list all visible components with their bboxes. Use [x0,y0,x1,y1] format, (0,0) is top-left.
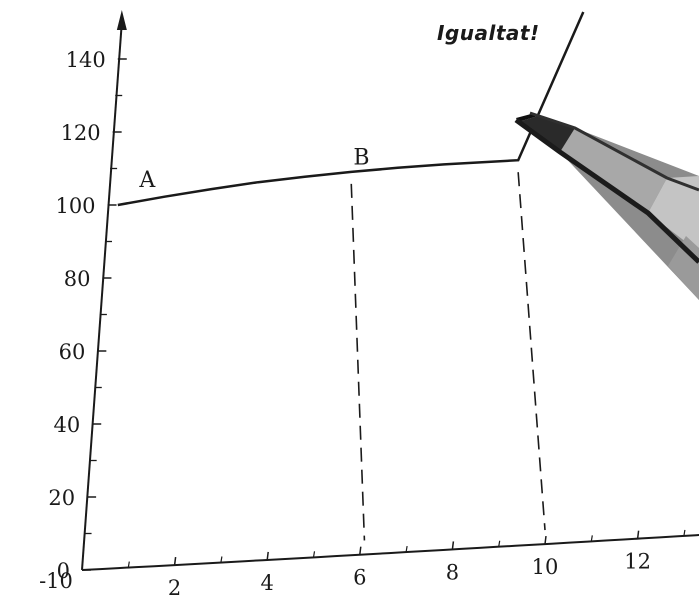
y-tick-label: 100 [55,194,95,218]
x-tick-mark [266,551,269,561]
x-minor-tick-mark [498,540,501,547]
series-line [117,11,585,207]
y-tick-label: 60 [59,340,86,364]
tick-marks [82,58,686,571]
y-tick-label: 120 [61,121,101,145]
x-minor-tick-mark [590,535,593,542]
axes [81,10,699,571]
x-minor-tick-mark [220,556,223,563]
pencil-icon [514,111,699,300]
annotation-text: Igualtat! [437,21,540,45]
x-tick-label: 6 [353,566,366,590]
y-tick-label: 40 [53,413,80,437]
x-minor-tick-mark [683,529,686,537]
x-tick-label: -10 [39,569,73,593]
x-tick-label: 12 [624,550,651,574]
y-axis-arrow-icon [116,10,127,30]
x-tick-mark [636,530,640,539]
x-tick-label: 10 [532,555,559,579]
plot-area: AB [117,11,585,541]
x-tick-label: 8 [446,560,459,584]
point-label-b: B [353,145,369,170]
dashed-drop-line [517,172,546,531]
x-minor-tick-mark [127,561,130,568]
x-tick-mark [359,546,362,555]
x-tick-label: 2 [168,576,181,596]
x-tick-label: 4 [261,571,274,595]
point-label-a: A [138,168,156,193]
y-tick-label: 0 [57,559,70,583]
y-axis-line [81,21,123,571]
x-minor-tick-mark [405,545,408,553]
y-tick-label: 80 [64,267,91,291]
y-tick-label: 20 [48,486,75,510]
x-tick-mark [451,541,455,550]
y-tick-label: 140 [66,48,106,72]
dashed-drop-line [350,183,366,541]
x-tick-mark [544,535,547,545]
x-tick-mark [173,556,177,566]
x-minor-tick-mark [312,551,316,558]
